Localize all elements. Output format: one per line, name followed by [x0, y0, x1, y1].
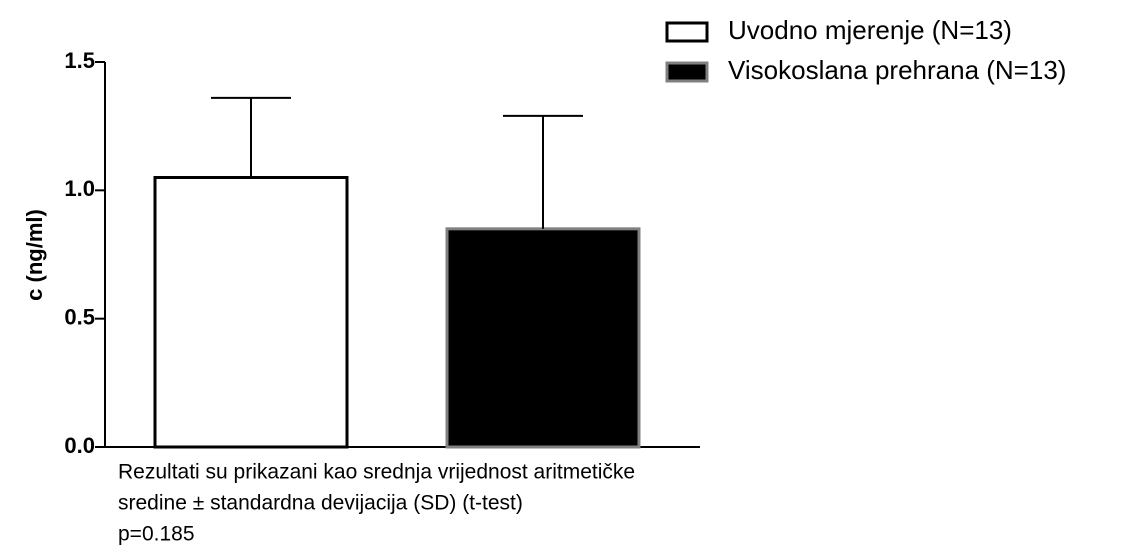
legend-swatch	[665, 61, 709, 83]
bar	[153, 176, 349, 449]
y-axis-label: c (ng/ml)	[22, 209, 47, 301]
bar	[445, 227, 641, 449]
y-tick-label: 1.0	[64, 176, 95, 201]
legend-label: Visokoslana prehrana (N=13)	[728, 55, 1066, 85]
y-tick-label: 0.5	[64, 304, 95, 329]
footnote: p=0.185	[118, 523, 195, 546]
footnote: sredine ± standardna devijacija (SD) (t-…	[118, 492, 523, 515]
footnote: Rezultati su prikazani kao srednja vrije…	[118, 461, 635, 484]
legend-swatch	[665, 21, 709, 43]
legend-label: Uvodno mjerenje (N=13)	[728, 15, 1012, 45]
y-tick-label: 0.0	[64, 433, 95, 458]
y-tick-label: 1.5	[64, 48, 95, 73]
